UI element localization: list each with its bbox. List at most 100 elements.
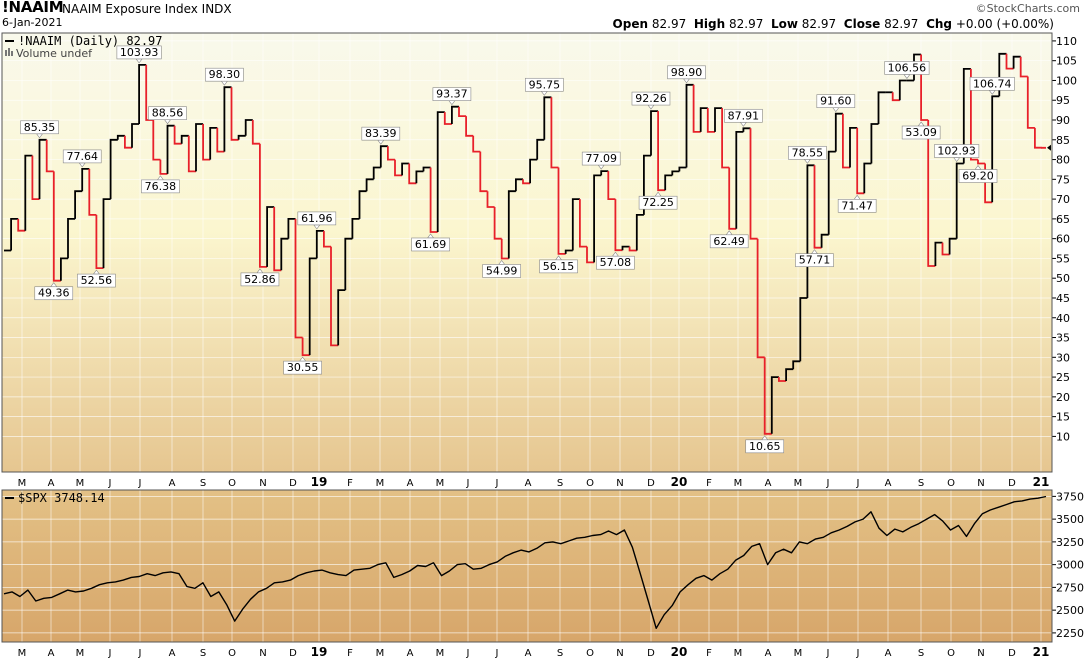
naaim-step-segment <box>991 95 1000 203</box>
naaim-step-segment <box>152 120 161 161</box>
x-tick-label: J <box>856 648 860 659</box>
naaim-step-segment <box>607 171 616 200</box>
peak-label-box <box>205 67 244 82</box>
x-tick-label: N <box>977 648 984 659</box>
peak-label-box <box>667 65 706 80</box>
naaim-step-segment <box>522 179 531 185</box>
peak-label-box <box>361 126 401 141</box>
naaim-step-segment <box>493 207 502 240</box>
x-tick-label: J <box>826 648 830 659</box>
peak-label: 53.09 <box>905 126 937 139</box>
y-tick-label: 90 <box>1056 114 1070 127</box>
naaim-step-segment <box>422 166 431 172</box>
y-tick-label: 3500 <box>1056 513 1084 526</box>
peak-label: 72.25 <box>642 196 674 209</box>
naaim-step-segment <box>571 198 580 251</box>
naaim-step-segment <box>877 91 886 124</box>
peak-label-box <box>240 272 280 287</box>
x-tick-label: D <box>289 478 297 489</box>
naaim-step-segment <box>977 159 986 165</box>
naaim-step-segment <box>308 257 317 356</box>
x-tick-label: M <box>18 648 27 659</box>
peak-label: 88.56 <box>152 107 184 120</box>
peak-label: 56.15 <box>543 260 575 273</box>
x-tick-label: M <box>436 478 445 489</box>
x-tick-label: N <box>259 478 266 489</box>
naaim-step-segment <box>429 167 438 233</box>
naaim-step-segment <box>643 154 651 215</box>
peak-label: 78.55 <box>792 146 824 159</box>
naaim-step-segment <box>635 214 644 251</box>
naaim-step-segment <box>728 167 737 230</box>
peak-label-box <box>34 286 74 301</box>
x-tick-label: M <box>794 648 803 659</box>
x-tick-label: 19 <box>311 475 328 489</box>
naaim-step-segment <box>834 112 843 152</box>
naaim-step-segment <box>842 113 850 169</box>
peak-label-box <box>969 76 1015 91</box>
plot-panel-2 <box>2 490 1052 642</box>
y-tick-label: 100 <box>1056 74 1077 87</box>
naaim-step-segment <box>88 168 97 216</box>
peak-label: 106.56 <box>888 61 927 74</box>
naaim-step-segment <box>337 289 346 346</box>
y-tick-label: 2250 <box>1056 627 1084 640</box>
peak-label-box <box>795 253 834 268</box>
naaim-step-segment <box>699 107 708 132</box>
x-tick-label: A <box>407 478 414 489</box>
y-tick-label: 70 <box>1056 193 1070 206</box>
naaim-step-segment <box>330 246 339 347</box>
peak-label-box <box>411 237 450 252</box>
naaim-step-segment <box>785 368 794 381</box>
naaim-step-segment <box>24 154 33 231</box>
chg-label: Chg <box>926 17 953 31</box>
naaim-step-segment <box>650 110 659 156</box>
naaim-step-segment <box>301 337 310 356</box>
naaim-step-segment <box>1012 55 1021 69</box>
plot-border-2 <box>1 489 1053 643</box>
y-tick-label: 75 <box>1056 173 1070 186</box>
naaim-step-segment <box>10 218 19 251</box>
x-tick-label: A <box>525 478 532 489</box>
low-label: Low <box>770 17 798 31</box>
peak-label-box <box>482 264 521 278</box>
peak-label: 106.74 <box>973 77 1012 90</box>
x-tick-label: N <box>616 478 623 489</box>
x-tick-label: M <box>794 478 803 489</box>
x-tick-label: M <box>18 478 27 489</box>
naaim-step-segment <box>706 108 715 133</box>
naaim-step-segment <box>1034 127 1042 149</box>
naaim-step-segment <box>920 54 929 121</box>
naaim-step-segment <box>891 92 900 102</box>
panel2-title: $SPX 3748.14 <box>18 491 105 505</box>
x-tick-label: N <box>977 478 984 489</box>
naaim-step-segment <box>266 206 275 267</box>
x-tick-label: J <box>466 478 470 489</box>
naaim-step-segment <box>486 191 495 208</box>
naaim-step-segment <box>401 162 410 176</box>
naaim-step-segment <box>116 134 125 140</box>
y-tick-label: 3250 <box>1056 536 1084 549</box>
naaim-step-segment <box>458 106 467 117</box>
naaim-step-segment <box>770 376 779 434</box>
stockcharts-logo: ©StockCharts.com <box>975 2 1080 15</box>
y-tick-label: 85 <box>1056 134 1070 147</box>
x-tick-label: O <box>586 478 594 489</box>
x-tick-label: M <box>376 648 385 659</box>
naaim-step-segment <box>31 155 40 200</box>
x-tick-label: 20 <box>671 645 688 659</box>
naaim-step-segment <box>955 162 964 239</box>
peak-label-box <box>901 125 941 140</box>
naaim-step-segment <box>372 166 381 180</box>
peak-label: 83.39 <box>365 127 397 140</box>
x-tick-label: 20 <box>671 475 688 489</box>
x-tick-label: F <box>347 478 353 489</box>
peak-label: 95.75 <box>529 78 561 91</box>
naaim-step-segment <box>202 124 211 161</box>
peak-label: 77.64 <box>66 150 98 163</box>
peak-label-box <box>596 255 635 270</box>
peak-label: 57.08 <box>600 256 632 269</box>
naaim-step-segment <box>557 167 566 255</box>
naaim-step-segment <box>593 174 602 263</box>
